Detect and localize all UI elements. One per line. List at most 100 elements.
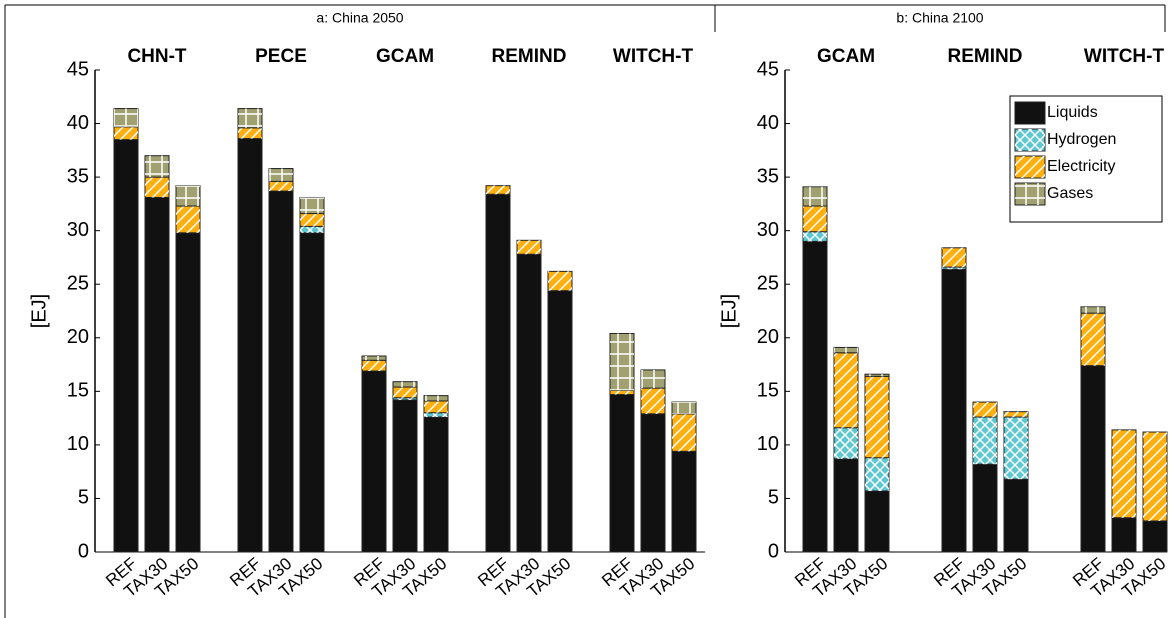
bar-segment bbox=[392, 399, 418, 553]
bar-hatch bbox=[865, 374, 889, 377]
y-tick-label: 40 bbox=[67, 112, 89, 134]
bar-segment bbox=[175, 232, 201, 553]
bar-hatch bbox=[942, 247, 966, 268]
bar-segment bbox=[1080, 365, 1106, 553]
bar-hatch bbox=[362, 355, 386, 361]
bar-hatch bbox=[486, 185, 510, 195]
legend-hatch bbox=[1015, 129, 1045, 151]
bar-segment bbox=[941, 268, 967, 553]
y-tick-label: 20 bbox=[67, 326, 89, 348]
panel-title: b: China 2100 bbox=[896, 10, 983, 26]
bar-hatch bbox=[1081, 313, 1105, 366]
bar-hatch bbox=[269, 181, 293, 192]
y-tick-label: 5 bbox=[78, 487, 89, 509]
bar-hatch bbox=[300, 213, 324, 227]
bar-hatch bbox=[865, 376, 889, 458]
group-label: REMIND bbox=[948, 46, 1023, 67]
bar-hatch bbox=[610, 390, 634, 395]
bar-hatch bbox=[300, 197, 324, 214]
bar-hatch bbox=[803, 186, 827, 207]
bar-segment bbox=[361, 370, 387, 553]
y-tick-label: 30 bbox=[67, 219, 89, 241]
y-tick-label: 25 bbox=[757, 273, 779, 295]
group-label: CHN-T bbox=[127, 46, 186, 67]
bar-hatch bbox=[238, 108, 262, 128]
bar-hatch bbox=[1081, 306, 1105, 314]
bar-hatch bbox=[834, 347, 858, 353]
bar-hatch bbox=[1143, 432, 1167, 521]
y-tick-label: 45 bbox=[67, 58, 89, 80]
bar-segment bbox=[671, 450, 697, 553]
bar-hatch bbox=[176, 185, 200, 207]
bar-segment bbox=[113, 139, 139, 553]
bar-segment bbox=[833, 458, 859, 553]
legend-hatch bbox=[1015, 183, 1045, 205]
y-tick-label: 45 bbox=[757, 58, 779, 80]
legend-hatch bbox=[1015, 156, 1045, 178]
bar-hatch bbox=[114, 126, 138, 140]
bar-segment bbox=[237, 138, 263, 553]
bar-hatch bbox=[865, 457, 889, 491]
bar-hatch bbox=[973, 417, 997, 465]
bar-hatch bbox=[393, 387, 417, 398]
bar-hatch bbox=[393, 397, 417, 400]
bar-segment bbox=[547, 290, 573, 553]
y-tick-label: 10 bbox=[67, 433, 89, 455]
legend-label: Electricity bbox=[1047, 158, 1115, 175]
panel-title: a: China 2050 bbox=[316, 10, 403, 26]
bar-hatch bbox=[176, 206, 200, 233]
bar-hatch bbox=[1112, 429, 1136, 518]
bar-hatch bbox=[424, 395, 448, 401]
bar-segment bbox=[299, 232, 325, 553]
y-tick-label: 0 bbox=[768, 540, 779, 562]
bar-hatch bbox=[1004, 411, 1028, 418]
legend-label: Hydrogen bbox=[1047, 131, 1116, 148]
y-tick-label: 10 bbox=[757, 433, 779, 455]
bar-hatch bbox=[834, 427, 858, 459]
group-label: WITCH-T bbox=[1084, 46, 1165, 67]
bar-hatch bbox=[269, 168, 293, 182]
bar-hatch bbox=[145, 155, 169, 178]
bar-segment bbox=[802, 240, 828, 553]
bar-hatch bbox=[672, 402, 696, 414]
y-tick-label: 35 bbox=[67, 165, 89, 187]
bar-hatch bbox=[803, 206, 827, 232]
y-tick-label: 35 bbox=[757, 165, 779, 187]
bar-segment bbox=[268, 190, 294, 553]
bar-hatch bbox=[803, 231, 827, 242]
bar-segment bbox=[516, 253, 542, 553]
bar-hatch bbox=[973, 402, 997, 418]
bar-segment bbox=[1003, 478, 1029, 553]
bar-hatch bbox=[114, 108, 138, 127]
group-label: PECE bbox=[255, 46, 307, 67]
bar-segment bbox=[640, 413, 666, 553]
bar-segment bbox=[972, 463, 998, 553]
y-tick-label: 5 bbox=[768, 487, 779, 509]
bar-hatch bbox=[517, 240, 541, 255]
bar-hatch bbox=[1004, 417, 1028, 480]
legend-label: Liquids bbox=[1047, 104, 1098, 121]
y-axis-label: [EJ] bbox=[28, 294, 50, 328]
bar-hatch bbox=[362, 360, 386, 371]
bar-hatch bbox=[424, 412, 448, 418]
bar-segment bbox=[485, 193, 511, 553]
y-tick-label: 15 bbox=[757, 380, 779, 402]
bar-hatch bbox=[300, 226, 324, 233]
legend-swatch bbox=[1014, 101, 1046, 125]
group-label: WITCH-T bbox=[613, 46, 694, 67]
y-tick-label: 20 bbox=[757, 326, 779, 348]
bar-hatch bbox=[942, 267, 966, 270]
bar-segment bbox=[1142, 520, 1168, 553]
bar-hatch bbox=[672, 413, 696, 452]
bar-hatch bbox=[641, 388, 665, 414]
group-label: REMIND bbox=[492, 46, 567, 67]
group-label: GCAM bbox=[376, 46, 434, 67]
bar-hatch bbox=[641, 369, 665, 389]
bar-hatch bbox=[393, 381, 417, 388]
legend-label: Gases bbox=[1047, 185, 1093, 202]
y-tick-label: 15 bbox=[67, 380, 89, 402]
bar-hatch bbox=[145, 177, 169, 198]
y-tick-label: 40 bbox=[757, 112, 779, 134]
y-tick-label: 25 bbox=[67, 273, 89, 295]
bar-hatch bbox=[238, 127, 262, 139]
